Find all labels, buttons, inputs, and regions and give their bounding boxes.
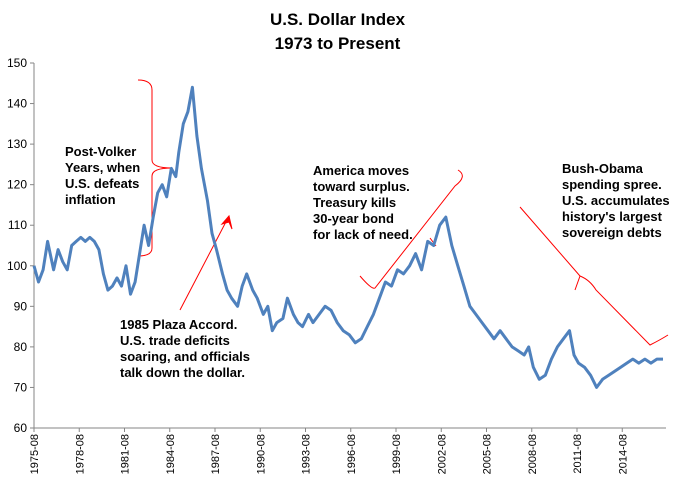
x-tick-label: 2002-08	[436, 434, 448, 474]
y-tick-label: 70	[14, 380, 28, 394]
annotation-bush-obama: Bush-Obama spending spree. U.S. accumula…	[562, 161, 670, 240]
y-tick-label: 120	[7, 178, 27, 192]
y-tick-label: 150	[7, 56, 27, 70]
y-tick-label: 130	[7, 137, 27, 151]
y-tick-label: 90	[14, 299, 28, 313]
x-tick-label: 1996-08	[346, 434, 358, 474]
y-tick-label: 110	[8, 218, 27, 232]
annotation-arrow	[519, 206, 669, 346]
annotation-arrow	[179, 215, 230, 311]
y-tick-label: 100	[7, 259, 27, 273]
x-tick-label: 2005-08	[482, 434, 494, 474]
x-tick-label: 1987-08	[210, 434, 222, 474]
x-tick-label: 2011-08	[572, 434, 584, 474]
x-axis-ticks: 1975-08 1978-08 1981-08 1984-08 1987-08 1990-…	[29, 428, 629, 474]
x-tick-label: 1978-08	[74, 434, 86, 474]
x-tick-label: 1999-08	[391, 434, 403, 474]
series-line	[32, 85, 663, 389]
x-tick-label: 2014-08	[617, 434, 629, 474]
annotation-surplus: America moves toward surplus. Treasury k…	[313, 163, 413, 242]
x-tick-label: 1975-08	[29, 434, 41, 474]
annotation-post-volker: Post-Volker Years, when U.S. defeats inf…	[65, 144, 141, 207]
axes	[33, 63, 666, 429]
y-tick-label: 60	[14, 421, 28, 435]
x-tick-label: 1990-08	[255, 434, 267, 474]
y-tick-label: 80	[14, 340, 28, 354]
y-tick-label: 140	[7, 97, 27, 111]
y-axis-ticks: 60 70 80 90 100 110 120 130 140 150	[7, 56, 34, 435]
annotation-plaza-accord: 1985 Plaza Accord. U.S. trade deficits s…	[120, 317, 251, 380]
x-tick-label: 1993-08	[301, 434, 313, 474]
x-tick-label: 1981-08	[120, 434, 132, 474]
chart-subtitle: 1973 to Present	[274, 34, 401, 53]
annotation-arrows	[137, 79, 669, 346]
chart-title: U.S. Dollar Index	[269, 10, 406, 29]
arrowhead	[220, 214, 233, 230]
x-tick-label: 1984-08	[165, 434, 177, 474]
x-tick-label: 2008-08	[527, 434, 539, 474]
